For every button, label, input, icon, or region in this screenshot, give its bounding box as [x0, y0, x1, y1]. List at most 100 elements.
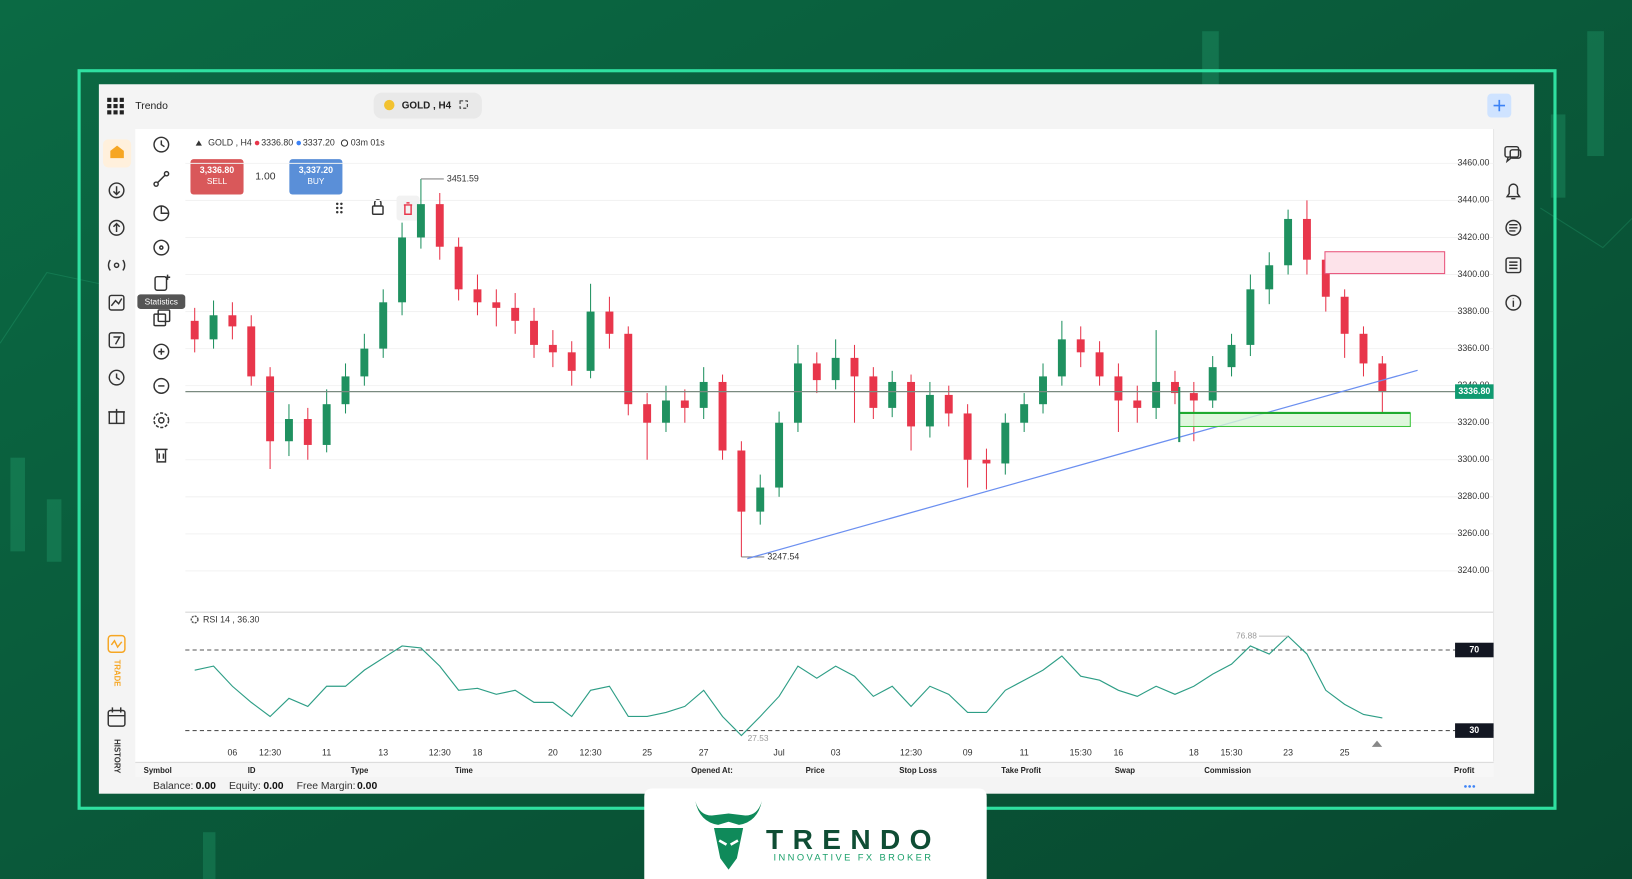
ticker-symbol: GOLD , H4: [208, 137, 252, 147]
menu-icon[interactable]: [107, 97, 124, 115]
free-margin-value: 0.00: [357, 781, 377, 792]
candle-body: [1171, 381, 1179, 394]
candle-body: [548, 344, 557, 353]
candle-body: [1057, 339, 1066, 377]
fullscreen-icon[interactable]: [459, 100, 468, 109]
nav-icons[interactable]: [107, 182, 126, 425]
table-column: Stop Loss: [899, 766, 937, 775]
x-tick-label: 15:30: [1070, 747, 1092, 757]
candle-body: [247, 326, 256, 377]
symbol-tab[interactable]: [373, 92, 482, 119]
candle-body: [1152, 381, 1161, 408]
buy-button[interactable]: [289, 159, 343, 195]
x-tick-label: 25: [1340, 747, 1350, 757]
candle-body: [925, 394, 934, 427]
timer-icon: [340, 139, 349, 147]
supply-zone[interactable]: [1324, 251, 1446, 275]
candle-body: [190, 320, 199, 340]
x-tick-label: 03: [831, 747, 841, 757]
candle-body: [303, 419, 312, 445]
x-tick-label: 11: [322, 747, 331, 757]
drag-handle[interactable]: [335, 202, 343, 214]
candle-body: [812, 363, 821, 381]
candle-body: [662, 400, 670, 423]
x-tick-label: 12:30: [580, 747, 602, 757]
high-label: 3451.59: [447, 173, 479, 183]
candle-body: [435, 204, 444, 247]
candle-body: [1189, 393, 1198, 401]
rsi-title: RSI 14 , 36.30: [203, 614, 260, 624]
x-tick-label: 12:30: [259, 747, 281, 757]
more-button[interactable]: [1464, 785, 1476, 788]
candle-body: [1039, 376, 1047, 405]
candle-body: [831, 357, 840, 381]
y-tick-label: 3420.00: [1457, 232, 1489, 242]
sell-button[interactable]: [190, 159, 244, 195]
candle-body: [266, 376, 275, 442]
candle-body: [1208, 367, 1217, 401]
y-tick-label: 3240.00: [1457, 565, 1489, 575]
candle-body: [888, 381, 897, 408]
ask-dot: [296, 140, 302, 146]
demand-zone[interactable]: [1178, 412, 1411, 428]
candle-body: [775, 422, 784, 488]
candle-body: [1340, 296, 1349, 334]
candle-body: [1133, 400, 1142, 408]
level-label-box: [1455, 723, 1494, 738]
candle-body: [511, 307, 520, 321]
right-icons[interactable]: [1504, 145, 1522, 311]
candle-body: [398, 237, 407, 303]
scroll-marker[interactable]: [1371, 740, 1383, 747]
x-tick-label: 27: [699, 747, 709, 757]
table-column: Profit: [1454, 766, 1475, 775]
candle-body: [643, 404, 652, 423]
candle-body: [341, 376, 350, 405]
tooltip: [137, 294, 186, 309]
candle-body: [1265, 265, 1274, 290]
candle-body: [718, 381, 727, 451]
volume[interactable]: 1.00: [255, 172, 275, 183]
y-tick-label: 3380.00: [1457, 306, 1489, 316]
candle-body: [284, 419, 293, 442]
x-tick-label: 25: [642, 747, 652, 757]
low-label: 3247.54: [767, 551, 799, 561]
delete-button[interactable]: [396, 195, 420, 221]
rsi-settings-icon[interactable]: [190, 615, 199, 624]
y-tick-label: 3280.00: [1457, 491, 1489, 501]
lock-icon[interactable]: [371, 199, 384, 216]
x-tick-label: 23: [1283, 747, 1293, 757]
table-header: [135, 763, 1494, 778]
candle-body: [1095, 352, 1104, 377]
candle-body: [360, 348, 369, 377]
candle-body: [907, 381, 916, 427]
history-icon[interactable]: [107, 707, 126, 727]
brand-name: TRENDO: [766, 824, 941, 855]
x-tick-label: 06: [227, 747, 237, 757]
drawings: [747, 251, 1446, 560]
trendline[interactable]: [747, 369, 1418, 560]
level-label: 30: [1469, 725, 1479, 735]
price-pane: [185, 162, 1494, 572]
candle-body: [1227, 344, 1236, 368]
x-tick-label: 12:30: [900, 747, 922, 757]
rsi-min-label: 27.53: [748, 733, 769, 743]
home-icon: [110, 145, 124, 159]
collapse-icon[interactable]: [195, 140, 202, 146]
free-margin-label: Free Margin:: [297, 781, 356, 792]
table-column: Commission: [1204, 766, 1251, 775]
table-column: Time: [455, 766, 474, 775]
candle-body: [737, 450, 746, 512]
candle-body: [1246, 289, 1255, 345]
bid-dot: [254, 140, 260, 146]
candle-body: [944, 394, 953, 414]
ticker-timer: 03m 01s: [351, 137, 385, 147]
x-tick-label: 20: [548, 747, 558, 757]
candle-body: [680, 400, 689, 408]
buy-price: 3,337.20: [299, 165, 333, 175]
tool-icons[interactable]: [153, 136, 171, 463]
trade-icon[interactable]: [107, 634, 126, 653]
price-label-box: [1455, 384, 1494, 399]
table-column: ID: [248, 766, 256, 775]
candle-body: [982, 459, 991, 464]
